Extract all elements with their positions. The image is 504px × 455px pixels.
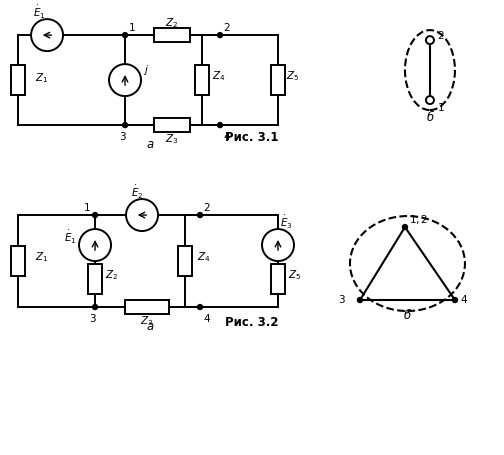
Bar [154, 29, 190, 43]
Circle shape [403, 225, 407, 230]
Text: $2$: $2$ [203, 201, 211, 212]
Text: $4$: $4$ [223, 130, 231, 142]
Text: $4$: $4$ [460, 293, 468, 304]
Text: $Z_2$: $Z_2$ [165, 16, 178, 30]
Circle shape [126, 200, 158, 232]
Bar [271, 264, 285, 294]
Text: Рис. 3.1: Рис. 3.1 [225, 131, 279, 144]
Bar [154, 119, 190, 133]
Text: $Z_5$: $Z_5$ [288, 268, 301, 281]
Circle shape [218, 34, 222, 39]
Circle shape [453, 298, 458, 303]
Text: $1, 2$: $1, 2$ [409, 212, 428, 226]
Text: $\dot{E}_3$: $\dot{E}_3$ [280, 213, 293, 230]
Bar [125, 300, 169, 314]
Bar [195, 66, 209, 96]
Text: $Z_4$: $Z_4$ [197, 249, 211, 263]
Text: $\dot{E}_2$: $\dot{E}_2$ [131, 183, 143, 200]
Circle shape [357, 298, 362, 303]
Bar [178, 247, 192, 277]
Text: $3$: $3$ [119, 130, 127, 142]
Circle shape [198, 213, 203, 218]
Text: $2$: $2$ [223, 21, 230, 33]
Text: $1$: $1$ [128, 21, 136, 33]
Text: $Z_1$: $Z_1$ [35, 71, 48, 85]
Text: $1$: $1$ [437, 101, 445, 113]
Bar [88, 264, 102, 294]
Text: б: б [426, 111, 433, 124]
Circle shape [218, 123, 222, 128]
Text: б: б [404, 308, 411, 321]
Text: $Z_1$: $Z_1$ [35, 249, 48, 263]
Circle shape [109, 65, 141, 97]
Text: $2$: $2$ [437, 29, 445, 41]
Circle shape [31, 20, 63, 52]
Circle shape [262, 230, 294, 262]
Circle shape [79, 230, 111, 262]
Text: $Z_3$: $Z_3$ [140, 313, 154, 327]
Text: $Z_3$: $Z_3$ [165, 132, 179, 146]
Circle shape [93, 213, 98, 218]
Text: $Z_5$: $Z_5$ [286, 69, 299, 83]
Circle shape [426, 37, 434, 45]
Bar [271, 66, 285, 96]
Text: $Z_2$: $Z_2$ [105, 268, 118, 281]
Text: а: а [146, 319, 154, 332]
Text: $\dot{E}_1$: $\dot{E}_1$ [33, 4, 46, 21]
Text: $3$: $3$ [89, 311, 97, 324]
Circle shape [426, 97, 434, 105]
Circle shape [122, 34, 128, 39]
Text: Рис. 3.2: Рис. 3.2 [225, 315, 279, 329]
Text: $\dot{E}_1$: $\dot{E}_1$ [65, 228, 77, 245]
Text: $j$: $j$ [143, 63, 149, 77]
Bar [11, 66, 25, 96]
Circle shape [93, 305, 98, 310]
Text: $4$: $4$ [203, 311, 211, 324]
Text: $3$: $3$ [338, 293, 346, 304]
Circle shape [198, 305, 203, 310]
Bar [11, 247, 25, 277]
Text: $Z_4$: $Z_4$ [212, 69, 225, 83]
Text: $1$: $1$ [83, 201, 91, 212]
Circle shape [122, 123, 128, 128]
Text: а: а [146, 138, 154, 151]
